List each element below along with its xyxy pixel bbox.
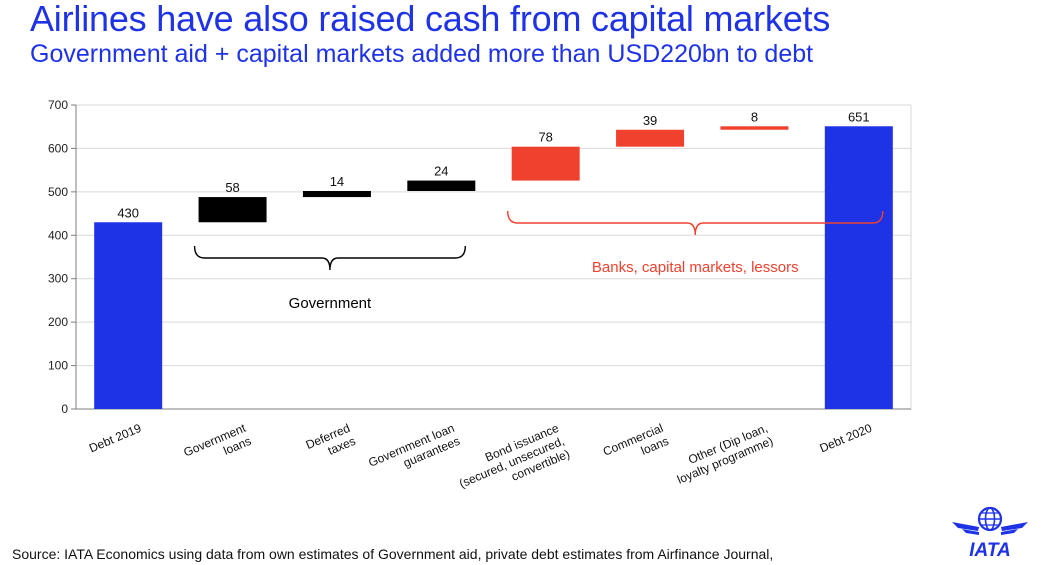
y-tick-label: 600: [48, 141, 68, 155]
y-tick-label: 400: [48, 228, 68, 242]
bar-value-label: 651: [848, 109, 870, 124]
x-tick-label: Commercialloans: [601, 421, 671, 472]
bar-private: [511, 146, 580, 181]
source-note: Source: IATA Economics using data from o…: [12, 546, 774, 562]
bar-private: [720, 126, 789, 130]
y-tick-label: 0: [61, 402, 68, 416]
bar-value-label: 78: [538, 130, 552, 145]
group-label-government: Government: [289, 295, 372, 312]
x-tick-label: Debt 2020: [818, 421, 875, 456]
bar-value-label: 24: [434, 164, 448, 179]
bar-government: [198, 197, 267, 223]
y-tick-label: 700: [48, 98, 68, 112]
bar-total: [824, 126, 893, 409]
bar-value-label: 8: [751, 109, 758, 124]
group-label-private: Banks, capital markets, lessors: [592, 259, 799, 276]
chart-subtitle: Government aid + capital markets added m…: [30, 40, 814, 68]
x-tick-label: Bond issuance(secured, unsecured,convert…: [452, 421, 572, 504]
bar-government: [302, 190, 371, 198]
group-bracket-government: [193, 245, 467, 271]
x-tick-label: Governmentloans: [181, 421, 253, 473]
bar-total: [94, 222, 163, 409]
globe-wings-icon: [952, 506, 1028, 535]
bar-value-label: 14: [330, 174, 344, 189]
y-tick-label: 300: [48, 272, 68, 286]
x-tick-label: Debt 2019: [87, 421, 144, 456]
waterfall-chart: 0 100 200 300 400 500 600 700 430 58 14 24 78 39 8 651 D…: [48, 98, 912, 504]
group-bracket-private: [506, 210, 884, 236]
x-tick-label: Other (Dip loan,loyalty programme): [670, 421, 775, 487]
bar-government: [407, 180, 476, 191]
y-tick-label: 100: [48, 359, 68, 373]
bar-value-label: 58: [225, 180, 239, 195]
y-tick-label: 200: [48, 315, 68, 329]
bar-value-label: 39: [643, 113, 657, 128]
chart-title: Airlines have also raised cash from capi…: [30, 0, 831, 39]
iata-logo: IATA: [952, 506, 1028, 561]
logo-text: IATA: [969, 540, 1011, 561]
bar-value-label: 430: [117, 205, 139, 220]
y-tick-label: 500: [48, 185, 68, 199]
bar-private: [616, 129, 685, 147]
x-tick-label: Government loanguarantees: [366, 421, 462, 483]
x-tick-label: Deferredtaxes: [304, 421, 358, 465]
